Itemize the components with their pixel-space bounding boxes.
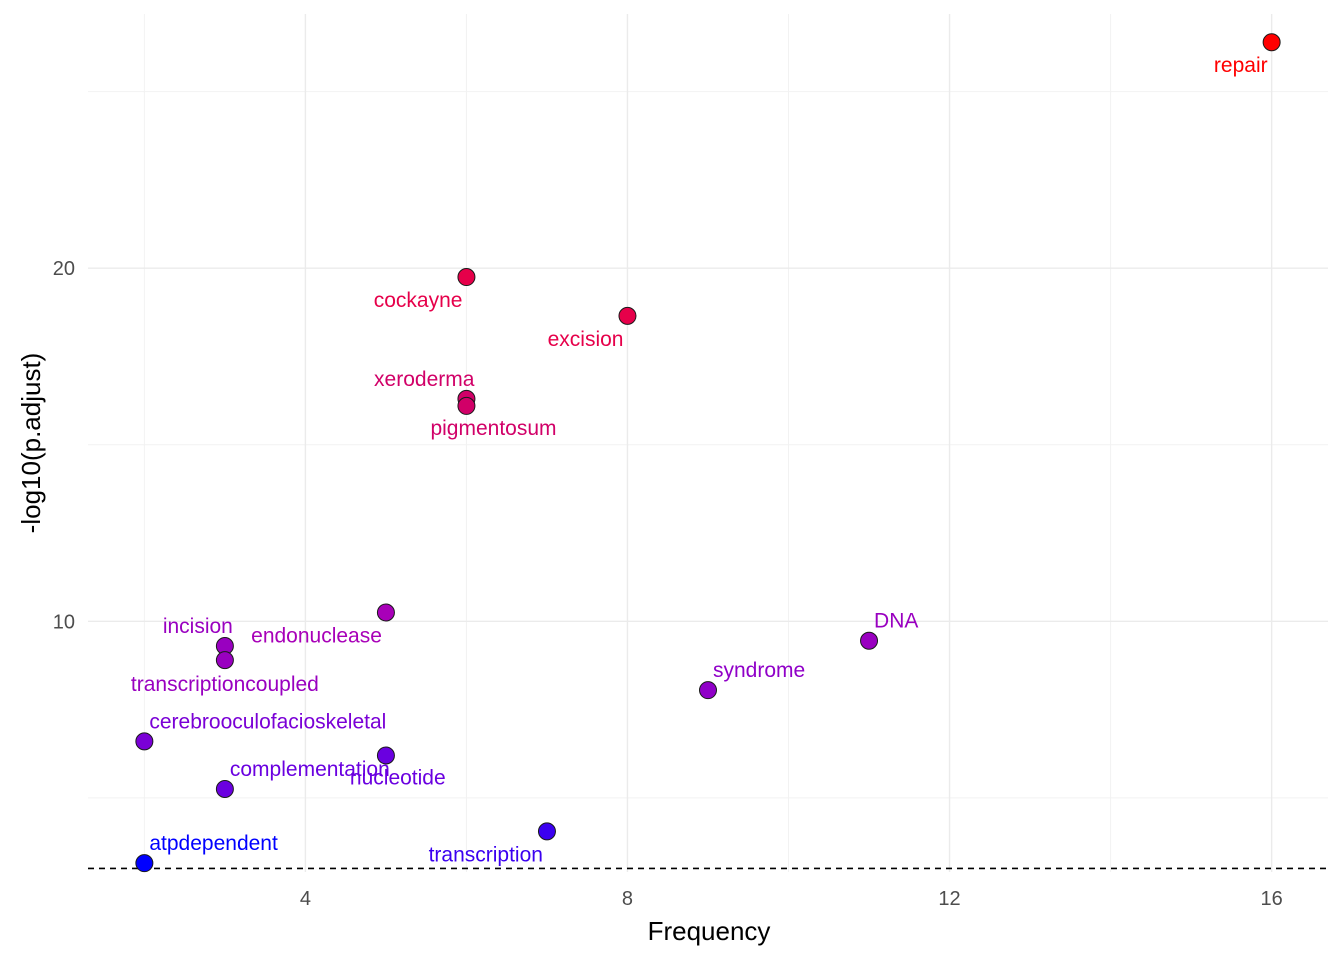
data-point [1262,33,1281,52]
point-label: pigmentosum [430,417,556,440]
point-label: atpdependent [149,832,278,855]
data-point [376,746,395,765]
data-points [135,33,1281,873]
data-point [537,822,556,841]
point-label: complementation [230,758,390,781]
data-point [135,732,154,751]
point-label: syndrome [713,659,805,682]
data-point [860,631,879,650]
data-point [457,268,476,287]
y-axis-title: -log10(p.adjust) [16,353,46,534]
point-label: xeroderma [374,368,475,391]
data-point [457,396,476,415]
grid [88,14,1328,872]
point-labels: repair cockayne excision xeroderma pigmentos… [131,54,1268,866]
x-tick-label: 16 [1261,888,1283,910]
x-tick-label: 4 [300,888,311,910]
data-point [135,854,154,873]
data-point [215,780,234,799]
point-label: incision [163,615,233,638]
x-tick-label: 12 [938,888,960,910]
point-label: cerebrooculofacioskeletal [149,710,386,733]
data-point [376,603,395,622]
point-label: transcription [429,843,543,866]
point-label: excision [548,328,624,351]
data-point [618,306,637,325]
point-label: transcriptioncoupled [131,673,319,696]
x-axis-title: Frequency [648,916,771,946]
point-label: DNA [874,610,918,633]
x-tick-label: 8 [622,888,633,910]
point-label: cockayne [374,289,463,312]
tick-labels: 4 8 12 16 10 20 [53,258,1283,910]
data-point [699,681,717,700]
data-point [215,651,234,670]
point-label: nucleotide [350,766,446,789]
y-tick-label: 20 [53,258,75,280]
y-tick-label: 10 [53,611,75,633]
point-label: repair [1214,54,1268,77]
point-label: endonuclease [251,624,382,647]
